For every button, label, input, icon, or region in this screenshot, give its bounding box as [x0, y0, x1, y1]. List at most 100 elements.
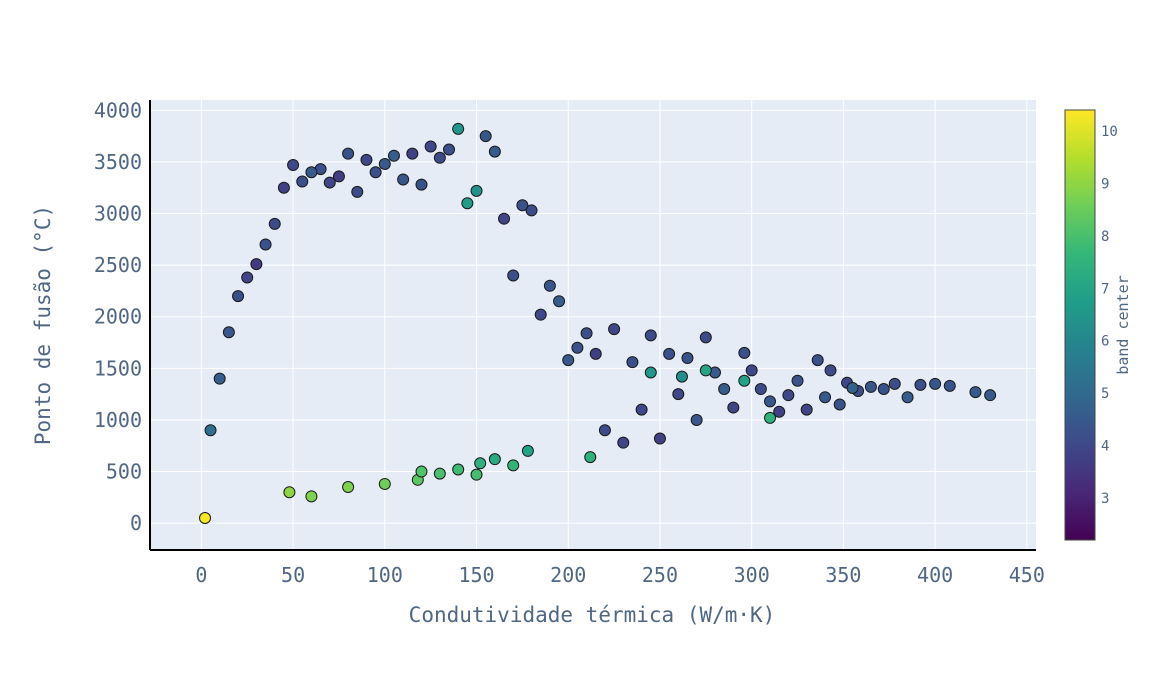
colorbar-tick-label: 9	[1101, 176, 1109, 192]
scatter-point	[791, 374, 804, 387]
y-tick-label: 2000	[94, 305, 142, 329]
colorbar-tick-label: 4	[1101, 439, 1109, 455]
scatter-point	[378, 157, 391, 170]
scatter-point	[433, 467, 446, 480]
scatter-point	[199, 512, 212, 525]
scatter-point	[507, 459, 520, 472]
scatter-point	[833, 398, 846, 411]
scatter-point	[259, 238, 272, 251]
colorbar-title: band center	[1114, 275, 1132, 374]
scatter-point	[699, 331, 712, 344]
scatter-point	[369, 166, 382, 179]
scatter-point	[525, 204, 538, 217]
scatter-point	[681, 352, 694, 365]
y-tick-label: 1000	[94, 408, 142, 432]
scatter-point	[305, 166, 318, 179]
scatter-point	[415, 178, 428, 191]
scatter-point	[745, 364, 758, 377]
y-tick-label: 0	[130, 511, 142, 535]
scatter-point	[584, 451, 597, 464]
x-tick-label: 450	[1009, 563, 1045, 587]
scatter-point	[213, 372, 226, 385]
scatter-point	[397, 173, 410, 186]
scatter-point	[277, 181, 290, 194]
x-axis-title: Condutividade térmica (W/m·K)	[409, 603, 776, 627]
y-tick-label: 3000	[94, 202, 142, 226]
y-tick-label: 3500	[94, 150, 142, 174]
scatter-point	[901, 391, 914, 404]
scatter-point	[204, 424, 217, 437]
scatter-point	[811, 354, 824, 367]
y-tick-label: 1500	[94, 356, 142, 380]
gridlines	[150, 100, 1036, 550]
scatter-point	[782, 389, 795, 402]
scatter-point	[672, 388, 685, 401]
scatter-point	[452, 463, 465, 476]
scatter-point	[727, 401, 740, 414]
scatter-point	[699, 364, 712, 377]
scatter-point	[773, 405, 786, 418]
scatter-point	[589, 347, 602, 360]
x-tick-label: 350	[825, 563, 861, 587]
scatter-point	[888, 377, 901, 390]
x-tick-label: 100	[367, 563, 403, 587]
scatter-point	[635, 403, 648, 416]
colorbar-tick-label: 6	[1101, 334, 1109, 350]
scatter-point	[283, 486, 296, 499]
scatter-point	[598, 424, 611, 437]
scatter-points	[199, 122, 997, 525]
x-tick-label: 200	[550, 563, 586, 587]
scatter-point	[232, 290, 245, 303]
scatter-point	[498, 212, 511, 225]
scatter-point	[424, 140, 437, 153]
scatter-point	[764, 395, 777, 408]
y-tick-label: 2500	[94, 253, 142, 277]
scatter-point	[474, 457, 487, 470]
scatter-point	[387, 149, 400, 162]
scatter-point	[534, 308, 547, 321]
scatter-point	[718, 382, 731, 395]
scatter-point	[479, 130, 492, 143]
scatter-point	[507, 269, 520, 282]
plot-area	[150, 100, 1036, 550]
scatter-point	[332, 170, 345, 183]
scatter-point	[644, 329, 657, 342]
scatter-point	[608, 323, 621, 336]
x-tick-label: 400	[917, 563, 953, 587]
scatter-point	[846, 381, 859, 394]
scatter-point	[250, 258, 263, 271]
scatter-point	[470, 184, 483, 197]
scatter-point	[488, 453, 501, 466]
scatter-point	[824, 364, 837, 377]
x-tick-label: 50	[281, 563, 305, 587]
scatter-point	[800, 403, 813, 416]
scatter-point	[984, 389, 997, 402]
scatter-point	[617, 436, 630, 449]
scatter-point	[443, 143, 456, 156]
scatter-point	[287, 159, 300, 172]
y-tick-label: 4000	[94, 98, 142, 122]
scatter-point	[653, 432, 666, 445]
scatter-point	[969, 386, 982, 399]
colorbar-tick-label: 10	[1101, 124, 1118, 140]
scatter-point	[580, 327, 593, 340]
x-tick-label: 0	[195, 563, 207, 587]
colorbar-tick-label: 5	[1101, 386, 1109, 402]
scatter-point	[929, 377, 942, 390]
scatter-point	[342, 481, 355, 494]
scatter-point	[571, 341, 584, 354]
x-tick-label: 300	[734, 563, 770, 587]
colorbar-tick-label: 8	[1101, 229, 1109, 245]
scatter-point	[351, 185, 364, 198]
scatter-point	[268, 217, 281, 230]
x-tick-labels: 0 50 100 150 200 250 300 350 400 450	[195, 563, 1045, 587]
scatter-point	[470, 468, 483, 481]
scatter-point	[241, 271, 254, 284]
scatter-point	[516, 199, 529, 212]
scatter-point	[415, 465, 428, 478]
scatter-point	[305, 490, 318, 503]
scatter-point	[864, 380, 877, 393]
scatter-point	[543, 279, 556, 292]
scatter-point	[406, 147, 419, 160]
scatter-point	[738, 346, 751, 359]
